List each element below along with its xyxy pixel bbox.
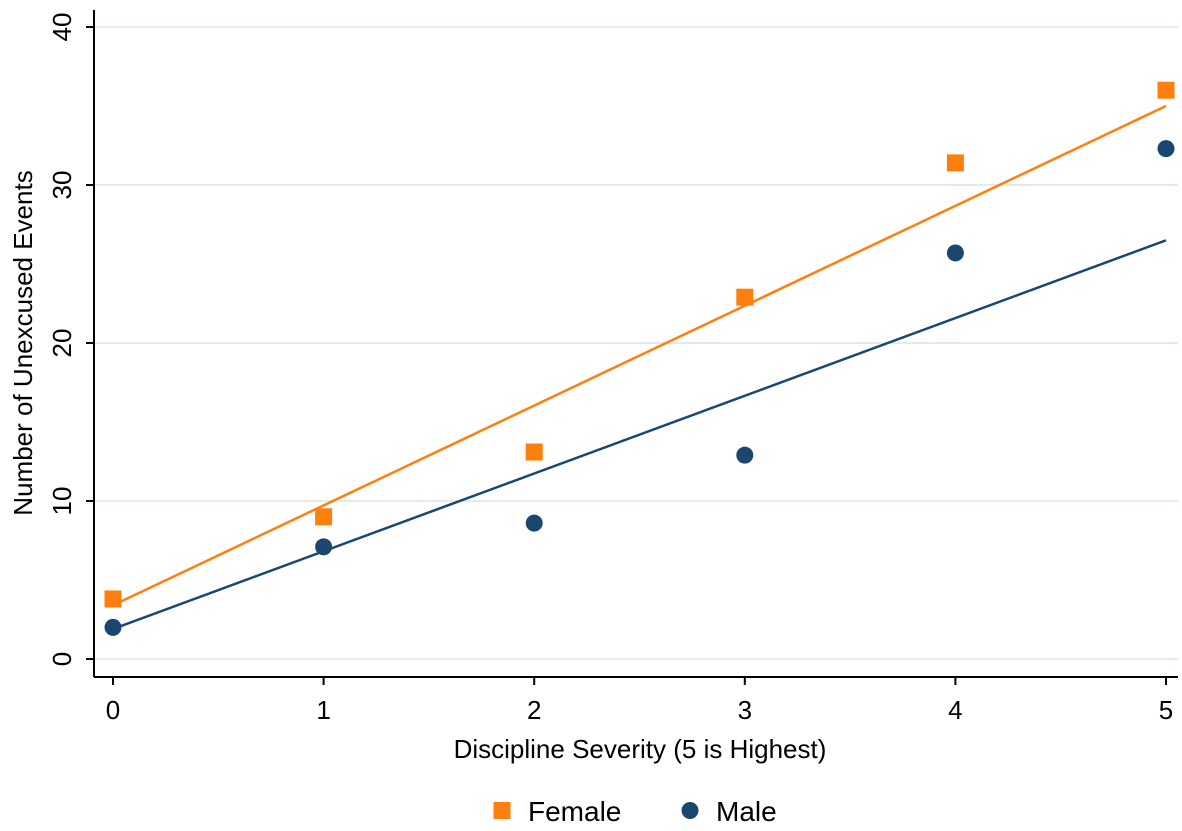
y-tick-label: 10 [47, 487, 77, 516]
female-point [736, 288, 754, 306]
male-point [104, 618, 122, 636]
male-point [1157, 140, 1175, 158]
female-point [1157, 81, 1175, 99]
legend-female-marker [493, 802, 511, 819]
x-tick-label: 1 [316, 695, 330, 725]
y-tick-label: 30 [47, 171, 77, 200]
x-tick-label: 5 [1159, 695, 1173, 725]
female-point [946, 154, 964, 172]
gridlines [94, 26, 1178, 660]
male-fit-line [112, 239, 1167, 631]
female-point [525, 443, 543, 461]
x-tick-label: 4 [948, 695, 962, 725]
y-tick-label: 20 [47, 329, 77, 358]
y-tick-label: 40 [47, 13, 77, 42]
female-point [315, 508, 333, 526]
x-axis-title: Discipline Severity (5 is Highest) [454, 734, 827, 764]
male-point [736, 446, 754, 464]
y-tick-label: 0 [47, 652, 77, 666]
male-point [525, 514, 543, 532]
data-points [104, 81, 1175, 636]
female-point [104, 590, 122, 608]
legend-female-label: Female [528, 796, 621, 827]
x-tick-label: 3 [738, 695, 752, 725]
x-tick-label: 0 [106, 695, 120, 725]
female-fit-line [112, 104, 1167, 607]
x-ticks: 0 1 2 3 4 5 [106, 677, 1173, 725]
male-point [315, 538, 333, 556]
x-tick-label: 2 [527, 695, 541, 725]
legend-male-label: Male [716, 796, 777, 827]
y-axis-title: Number of Unexcused Events [8, 170, 38, 515]
fit-lines [112, 104, 1167, 631]
y-ticks: 0 10 20 30 40 [47, 13, 94, 666]
legend-male-marker [681, 802, 699, 819]
legend: Female Male [493, 796, 777, 827]
male-point [946, 244, 964, 262]
